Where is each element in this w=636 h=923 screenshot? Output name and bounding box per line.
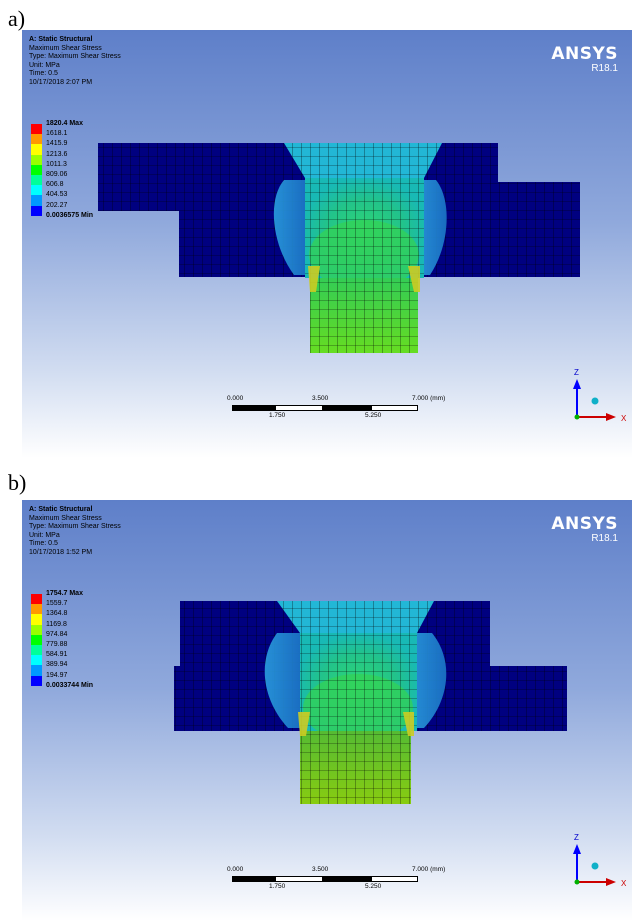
legend-value: 1618.1: [46, 130, 68, 138]
fe-model-a[interactable]: [22, 30, 632, 458]
analysis-title: A: Static Structural: [29, 506, 93, 513]
result-time: Time: 0.5: [29, 540, 58, 548]
fastener-head: [284, 143, 442, 178]
axis-triad-a[interactable]: Z X: [562, 365, 632, 435]
result-type: Type: Maximum Shear Stress: [29, 53, 121, 61]
fe-model-b[interactable]: [22, 500, 632, 921]
fastener-body: [300, 633, 417, 742]
result-unit: Unit: MPa: [29, 531, 60, 539]
panel-label-a: a): [8, 6, 26, 31]
legend-value: 1011.3: [46, 160, 67, 168]
legend-min: 0.0033744 Min: [46, 681, 94, 689]
result-date: 10/17/2018 2:07 PM: [29, 78, 93, 86]
stress-halo-right: [410, 633, 447, 728]
legend-value: 404.53: [46, 191, 68, 199]
ansys-logo-b: ANSYS R18.1: [551, 514, 618, 544]
legend-value: 1364.8: [46, 610, 68, 618]
fastener-body: [305, 178, 424, 290]
stress-halo-left: [264, 633, 302, 728]
legend-value: 974.84: [46, 630, 68, 638]
result-unit: Unit: MPa: [29, 61, 60, 69]
fastener-shank: [308, 266, 420, 353]
scale-bar-b: 0.000 3.500 7.000 (mm) 1.750 5.250: [227, 866, 446, 890]
viewport-b[interactable]: A: Static Structural Maximum Shear Stres…: [22, 500, 632, 921]
fastener-shank: [298, 712, 414, 804]
result-date: 10/17/2018 1:52 PM: [29, 548, 93, 556]
result-info-a: A: Static Structural Maximum Shear Stres…: [29, 36, 121, 88]
legend-value: 194.97: [46, 671, 68, 679]
axis-z-label: Z: [574, 368, 579, 377]
legend-value: 1169.8: [46, 620, 67, 628]
legend-max: 1754.7 Max: [46, 590, 83, 597]
viewport-a[interactable]: A: Static Structural Maximum Shear Stres…: [22, 30, 632, 458]
stress-halo-right: [417, 180, 447, 275]
legend-value: 779.88: [46, 640, 68, 648]
legend-value: 202.27: [46, 201, 68, 209]
result-info-b: A: Static Structural Maximum Shear Stres…: [29, 506, 121, 558]
legend-value: 809.06: [46, 170, 68, 178]
axis-x-label: X: [621, 879, 627, 888]
legend-value: 389.94: [46, 661, 68, 669]
legend-value: 1415.9: [46, 140, 68, 148]
legend-min: 0.0036575 Min: [46, 211, 94, 219]
ansys-logo-a: ANSYS R18.1: [551, 44, 618, 74]
legend-value: 606.8: [46, 181, 64, 189]
scale-bar-a: 0.000 3.500 7.000 (mm) 1.750 5.250: [227, 395, 446, 419]
legend-value: 1559.7: [46, 600, 68, 608]
legend-value: 1213.6: [46, 150, 68, 158]
result-name: Maximum Shear Stress: [29, 44, 102, 52]
panel-label-b: b): [8, 470, 27, 495]
legend-max: 1820.4 Max: [46, 120, 83, 127]
legend-value: 584.91: [46, 651, 68, 659]
stress-halo-left: [273, 180, 307, 275]
result-type: Type: Maximum Shear Stress: [29, 523, 121, 531]
result-time: Time: 0.5: [29, 70, 58, 78]
axis-triad-b[interactable]: Z X: [562, 830, 632, 900]
axis-x-label: X: [621, 414, 627, 423]
axis-z-label: Z: [574, 833, 579, 842]
result-name: Maximum Shear Stress: [29, 514, 102, 522]
analysis-title: A: Static Structural: [29, 36, 93, 43]
fastener-head: [277, 601, 434, 633]
